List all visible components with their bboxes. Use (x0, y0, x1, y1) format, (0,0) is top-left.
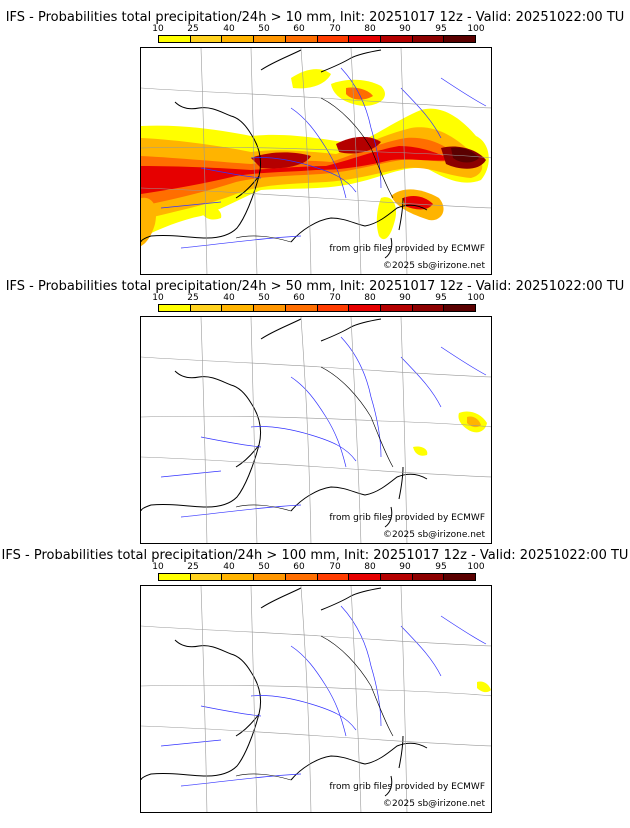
panel-title: IFS - Probabilities total precipitation/… (5, 10, 625, 25)
legend-tick: 70 (329, 24, 341, 34)
coastlines (141, 318, 428, 528)
legend-tick: 100 (467, 293, 485, 303)
legend-swatch (412, 305, 445, 311)
color-legend: 10 25 40 50 60 70 80 90 95 100 (152, 293, 485, 319)
legend-swatch (222, 36, 255, 42)
forecast-map: from grib files provided by ECMWF ©2025 … (140, 585, 492, 813)
legend-tick: 40 (223, 293, 235, 303)
legend-tick: 10 (152, 24, 164, 34)
legend-tick: 90 (399, 293, 411, 303)
legend-swatch (380, 574, 413, 580)
legend-tick: 50 (258, 562, 270, 572)
legend-tick: 80 (364, 293, 376, 303)
legend-colorbar (158, 573, 476, 581)
color-legend: 10 25 40 50 60 70 80 90 95 100 (152, 24, 485, 50)
legend-swatch (159, 574, 191, 580)
copyright: ©2025 sb@irizone.net (383, 261, 485, 271)
legend-tick: 50 (258, 293, 270, 303)
legend-tick: 70 (329, 293, 341, 303)
legend-swatch (349, 574, 381, 580)
legend-tick: 95 (435, 562, 447, 572)
country-borders (235, 366, 394, 512)
country-borders (235, 97, 394, 243)
legend-swatch (190, 36, 223, 42)
legend-tick: 95 (435, 24, 447, 34)
legend-swatch (317, 36, 350, 42)
legend-tick: 95 (435, 293, 447, 303)
legend-tick: 25 (187, 562, 199, 572)
copyright: ©2025 sb@irizone.net (383, 799, 485, 809)
legend-swatch (285, 574, 318, 580)
panel-title: IFS - Probabilities total precipitation/… (5, 279, 625, 294)
panel-10mm: IFS - Probabilities total precipitation/… (0, 10, 630, 280)
legend-swatch (254, 305, 286, 311)
country-borders (235, 635, 394, 781)
copyright: ©2025 sb@irizone.net (383, 530, 485, 540)
panel-50mm: IFS - Probabilities total precipitation/… (0, 279, 630, 549)
legend-swatch (285, 305, 318, 311)
legend-swatch (444, 36, 476, 42)
admin-borders (141, 586, 491, 812)
source-credit: from grib files provided by ECMWF (329, 782, 485, 792)
legend-swatch (412, 574, 445, 580)
map-canvas (141, 317, 491, 543)
legend-ticks: 10 25 40 50 60 70 80 90 95 100 (152, 293, 484, 304)
legend-colorbar (158, 304, 476, 312)
legend-tick: 90 (399, 24, 411, 34)
legend-swatch (254, 36, 286, 42)
coastlines (141, 587, 428, 797)
panel-title: IFS - Probabilities total precipitation/… (1, 548, 629, 563)
legend-swatch (254, 574, 286, 580)
legend-tick: 90 (399, 562, 411, 572)
legend-swatch (317, 574, 350, 580)
legend-swatch (380, 305, 413, 311)
legend-tick: 100 (467, 24, 485, 34)
rivers (160, 336, 487, 518)
legend-swatch (222, 574, 255, 580)
forecast-map: from grib files provided by ECMWF ©2025 … (140, 316, 492, 544)
map-canvas (141, 586, 491, 812)
admin-borders (141, 317, 491, 543)
legend-swatch (222, 305, 255, 311)
legend-ticks: 10 25 40 50 60 70 80 90 95 100 (152, 24, 484, 35)
rivers (160, 605, 487, 787)
legend-swatch (412, 36, 445, 42)
legend-tick: 10 (152, 562, 164, 572)
source-credit: from grib files provided by ECMWF (329, 244, 485, 254)
legend-swatch (444, 574, 476, 580)
legend-swatch (159, 36, 191, 42)
legend-swatch (190, 305, 223, 311)
legend-tick: 40 (223, 562, 235, 572)
precip-shading (141, 69, 489, 246)
legend-ticks: 10 25 40 50 60 70 80 90 95 100 (152, 562, 484, 573)
legend-tick: 80 (364, 24, 376, 34)
legend-swatch (444, 305, 476, 311)
map-canvas (141, 48, 491, 274)
forecast-map: from grib files provided by ECMWF ©2025 … (140, 47, 492, 275)
precip-shading (477, 681, 491, 693)
legend-swatch (285, 36, 318, 42)
legend-tick: 60 (293, 293, 305, 303)
legend-tick: 40 (223, 24, 235, 34)
color-legend: 10 25 40 50 60 70 80 90 95 100 (152, 562, 485, 588)
precip-shading (413, 411, 487, 456)
legend-swatch (159, 305, 191, 311)
legend-swatch (349, 36, 381, 42)
legend-tick: 60 (293, 24, 305, 34)
legend-swatch (190, 574, 223, 580)
source-credit: from grib files provided by ECMWF (329, 513, 485, 523)
legend-swatch (380, 36, 413, 42)
legend-tick: 80 (364, 562, 376, 572)
legend-tick: 50 (258, 24, 270, 34)
legend-tick: 100 (467, 562, 485, 572)
legend-tick: 25 (187, 293, 199, 303)
legend-tick: 70 (329, 562, 341, 572)
legend-colorbar (158, 35, 476, 43)
legend-tick: 25 (187, 24, 199, 34)
legend-swatch (317, 305, 350, 311)
panel-100mm: IFS - Probabilities total precipitation/… (0, 548, 630, 818)
legend-tick: 60 (293, 562, 305, 572)
legend-swatch (349, 305, 381, 311)
legend-tick: 10 (152, 293, 164, 303)
